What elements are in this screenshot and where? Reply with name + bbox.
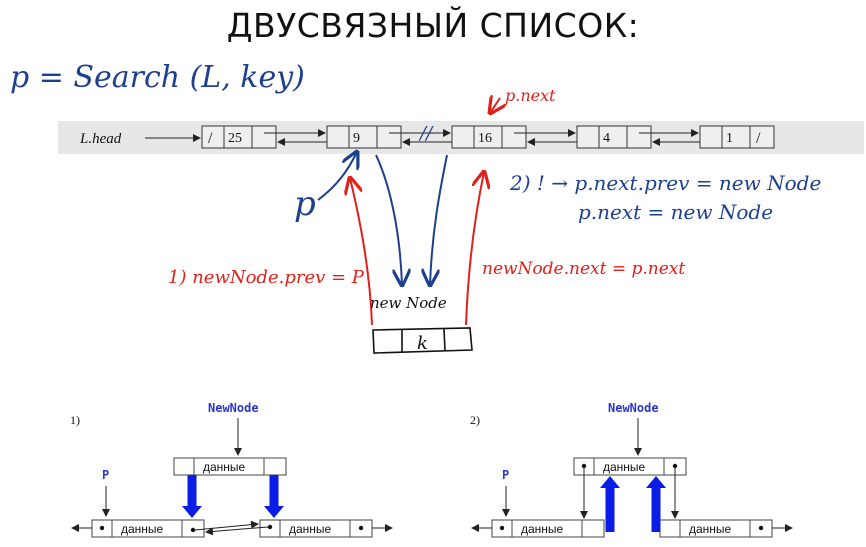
list-head-label: L.head <box>79 131 122 147</box>
newnode-next-note: newNode.next = p.next <box>482 259 685 279</box>
p-caption: P <box>102 468 109 482</box>
bold-arrow-head <box>182 506 202 518</box>
step2-line1: 2) ! → p.next.prev = new Node <box>509 171 821 195</box>
newnode-label: new Node <box>370 294 447 312</box>
data-label: данные <box>603 460 646 474</box>
newnode-caption: NewNode <box>608 401 659 415</box>
new-node-key: k <box>417 333 428 354</box>
list-node-key: 1 <box>726 131 733 146</box>
new-node-box <box>372 327 473 354</box>
list-node-key: 25 <box>228 131 242 146</box>
newnode-cell <box>173 457 287 476</box>
step1-note: 1) newNode.prev = P <box>168 267 365 288</box>
search-note: p = Search (L, key) <box>10 60 305 95</box>
p-next-note: p.next <box>505 86 556 105</box>
nil-marker: / <box>208 130 213 147</box>
pointer-dot <box>581 463 587 469</box>
pointer-dot <box>358 525 364 531</box>
newnode-cell <box>573 457 687 476</box>
bold-arrow-shaft <box>187 475 197 508</box>
pointer-dot <box>672 463 678 469</box>
list-node <box>699 125 775 149</box>
bold-arrow-head <box>600 476 620 488</box>
list-node-key: 16 <box>478 131 492 146</box>
list-node <box>576 125 652 149</box>
newnode-prev-arrow <box>350 178 373 326</box>
data-label: данные <box>689 522 732 536</box>
data-label: данные <box>121 522 164 536</box>
bold-arrow-shaft <box>269 475 279 508</box>
data-label: данные <box>289 522 332 536</box>
data-label: данные <box>203 460 246 474</box>
list-node <box>451 125 527 149</box>
list-node <box>201 125 277 149</box>
panel-number: 2) <box>470 413 480 427</box>
newnode-next-arrow <box>465 172 484 326</box>
break-mark: // <box>418 123 434 144</box>
pointer-dot <box>758 525 764 531</box>
page-title: ДВУСВЯЗНЫЙ СПИСОК: <box>226 6 640 45</box>
p-arrow <box>317 152 357 201</box>
list-node-key: 4 <box>603 131 610 146</box>
p-caption: P <box>502 468 509 482</box>
data-label: данные <box>521 522 564 536</box>
list-nodes: 25 / 9 16 4 1 / <box>201 125 775 149</box>
nil-marker: / <box>756 130 761 147</box>
bold-arrow-head <box>264 506 284 518</box>
step2-line2: p.next = new Node <box>578 200 773 224</box>
p-label: p <box>294 184 316 224</box>
bold-arrow-shaft <box>651 486 661 532</box>
list-node-key: 9 <box>353 131 360 146</box>
newnode-caption: NewNode <box>208 401 259 415</box>
pointer-dot <box>499 525 505 531</box>
list-node <box>326 125 402 149</box>
panel-number: 1) <box>70 413 80 427</box>
pointer-dot <box>99 525 105 531</box>
pointer-dot <box>190 527 196 533</box>
node9-to-newnode-arrow <box>375 154 402 285</box>
p-next-pointer <box>490 98 500 113</box>
bold-arrow-shaft <box>605 486 615 532</box>
prev-link <box>205 526 269 536</box>
bold-arrow-head <box>646 476 666 488</box>
pointer-dot <box>267 524 273 530</box>
node16-to-newnode-arrow <box>430 154 448 285</box>
